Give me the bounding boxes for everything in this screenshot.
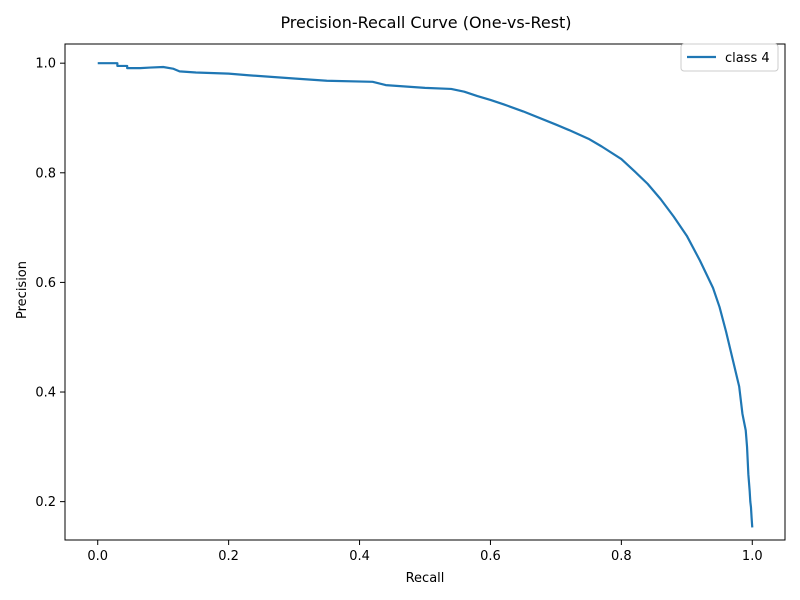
- plot-area: 0.0 0.2 0.4 0.6 0.8 1.0 0.2 0.4 0.6 0.8 1.0: [35, 43, 786, 564]
- legend: class 4: [680, 43, 779, 72]
- axes-frame: [64, 43, 786, 541]
- x-tick-label: 0.4: [349, 549, 370, 564]
- y-tick-label: 0.4: [35, 386, 56, 401]
- y-tick-label: 0.8: [35, 166, 56, 181]
- chart-title: Precision-Recall Curve (One-vs-Rest): [280, 13, 571, 32]
- y-axis-label: Precision: [15, 261, 30, 319]
- x-tick-label: 0.6: [480, 549, 501, 564]
- series-line-class-4: [97, 62, 754, 528]
- x-tick-label: 0.0: [87, 549, 108, 564]
- x-tick-label: 1.0: [742, 549, 763, 564]
- x-tick-label: 0.8: [611, 549, 632, 564]
- y-tick-label: 0.6: [35, 276, 56, 291]
- x-tick-label: 0.2: [218, 549, 239, 564]
- legend-label-class-4: class 4: [725, 51, 770, 66]
- y-tick-label: 0.2: [35, 495, 56, 510]
- y-tick-label: 1.0: [35, 57, 56, 72]
- legend-box: [680, 43, 779, 72]
- x-axis-label: Recall: [406, 571, 445, 586]
